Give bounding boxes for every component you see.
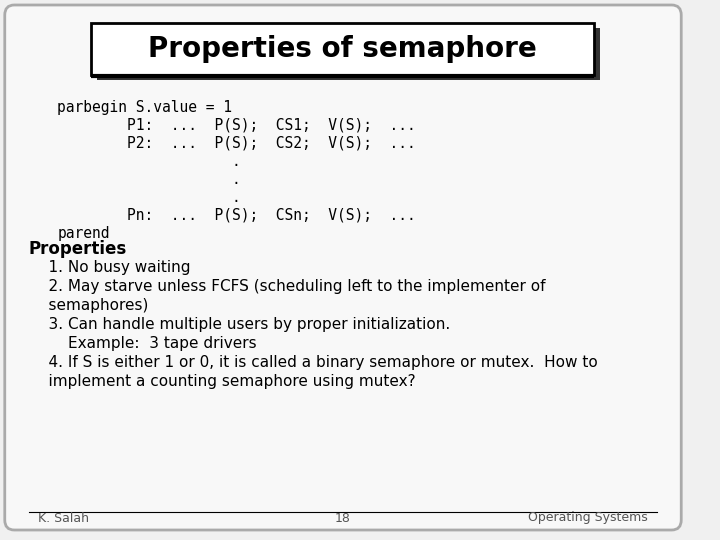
Text: semaphores): semaphores)	[29, 298, 148, 313]
Text: 1. No busy waiting: 1. No busy waiting	[29, 260, 190, 275]
Text: 18: 18	[335, 511, 351, 524]
Text: K. Salah: K. Salah	[38, 511, 89, 524]
FancyBboxPatch shape	[97, 28, 600, 80]
Text: 2. May starve unless FCFS (scheduling left to the implementer of: 2. May starve unless FCFS (scheduling le…	[29, 279, 545, 294]
Text: Properties: Properties	[29, 240, 127, 258]
Text: P1:  ...  P(S);  CS1;  V(S);  ...: P1: ... P(S); CS1; V(S); ...	[57, 118, 416, 133]
Text: .: .	[57, 190, 241, 205]
Text: implement a counting semaphore using mutex?: implement a counting semaphore using mut…	[29, 374, 415, 389]
Text: Properties of semaphore: Properties of semaphore	[148, 35, 536, 63]
Text: 4. If S is either 1 or 0, it is called a binary semaphore or mutex.  How to: 4. If S is either 1 or 0, it is called a…	[29, 355, 598, 370]
FancyBboxPatch shape	[91, 23, 593, 75]
Text: .: .	[57, 172, 241, 187]
Text: 3. Can handle multiple users by proper initialization.: 3. Can handle multiple users by proper i…	[29, 317, 450, 332]
Text: P2:  ...  P(S);  CS2;  V(S);  ...: P2: ... P(S); CS2; V(S); ...	[57, 136, 416, 151]
Text: .: .	[57, 154, 241, 169]
FancyBboxPatch shape	[5, 5, 681, 530]
Text: parbegin S.value = 1: parbegin S.value = 1	[57, 100, 232, 115]
Text: parend: parend	[57, 226, 109, 241]
Text: Pn:  ...  P(S);  CSn;  V(S);  ...: Pn: ... P(S); CSn; V(S); ...	[57, 208, 416, 223]
Text: Example:  3 tape drivers: Example: 3 tape drivers	[29, 336, 256, 351]
Text: Operating Systems: Operating Systems	[528, 511, 648, 524]
